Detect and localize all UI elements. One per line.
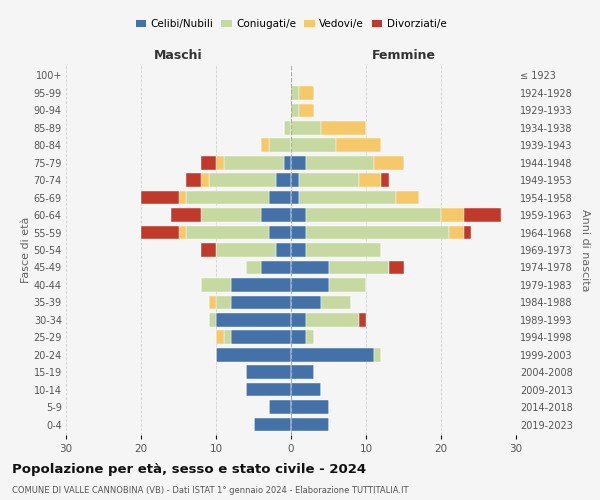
Bar xyxy=(291,313,306,326)
Bar xyxy=(246,383,291,396)
Bar xyxy=(306,313,359,326)
Bar xyxy=(441,208,464,222)
Bar xyxy=(209,296,216,309)
Bar xyxy=(276,243,291,257)
Bar xyxy=(269,226,291,239)
Bar xyxy=(299,104,314,117)
Bar xyxy=(231,296,291,309)
Text: Femmine: Femmine xyxy=(371,48,436,62)
Bar xyxy=(201,243,216,257)
Bar xyxy=(291,330,306,344)
Bar xyxy=(389,260,404,274)
Bar xyxy=(291,348,373,362)
Bar xyxy=(269,191,291,204)
Bar xyxy=(261,138,269,152)
Bar xyxy=(291,191,299,204)
Bar xyxy=(171,208,201,222)
Bar xyxy=(269,138,291,152)
Bar xyxy=(464,226,471,239)
Bar xyxy=(209,313,216,326)
Bar xyxy=(201,174,209,187)
Bar xyxy=(254,418,291,432)
Bar xyxy=(329,278,366,291)
Bar xyxy=(396,191,419,204)
Bar xyxy=(179,191,186,204)
Bar xyxy=(291,104,299,117)
Bar xyxy=(179,226,186,239)
Bar xyxy=(223,330,231,344)
Bar xyxy=(216,296,231,309)
Bar xyxy=(246,260,261,274)
Bar xyxy=(216,243,276,257)
Y-axis label: Anni di nascita: Anni di nascita xyxy=(580,209,590,291)
Text: Popolazione per età, sesso e stato civile - 2024: Popolazione per età, sesso e stato civil… xyxy=(12,462,366,475)
Bar xyxy=(306,226,449,239)
Bar xyxy=(291,296,321,309)
Bar xyxy=(291,156,306,170)
Text: Maschi: Maschi xyxy=(154,48,203,62)
Bar xyxy=(216,330,223,344)
Bar xyxy=(186,174,201,187)
Bar xyxy=(141,191,179,204)
Bar xyxy=(291,208,306,222)
Bar xyxy=(291,86,299,100)
Bar xyxy=(291,226,306,239)
Bar xyxy=(216,156,223,170)
Bar xyxy=(306,243,381,257)
Bar xyxy=(261,260,291,274)
Bar xyxy=(306,208,441,222)
Bar xyxy=(216,313,291,326)
Legend: Celibi/Nubili, Coniugati/e, Vedovi/e, Divorziati/e: Celibi/Nubili, Coniugati/e, Vedovi/e, Di… xyxy=(131,14,451,33)
Bar xyxy=(299,191,396,204)
Bar xyxy=(291,121,321,134)
Bar xyxy=(373,348,381,362)
Bar xyxy=(299,174,359,187)
Bar xyxy=(269,400,291,414)
Bar xyxy=(291,383,321,396)
Bar xyxy=(246,366,291,379)
Bar xyxy=(186,191,269,204)
Bar xyxy=(201,156,216,170)
Bar xyxy=(291,243,306,257)
Bar xyxy=(359,174,381,187)
Bar xyxy=(321,121,366,134)
Text: COMUNE DI VALLE CANNOBINA (VB) - Dati ISTAT 1° gennaio 2024 - Elaborazione TUTTI: COMUNE DI VALLE CANNOBINA (VB) - Dati IS… xyxy=(12,486,409,495)
Bar xyxy=(373,156,404,170)
Bar xyxy=(141,226,179,239)
Bar xyxy=(291,174,299,187)
Bar xyxy=(284,156,291,170)
Bar xyxy=(291,418,329,432)
Bar xyxy=(291,260,329,274)
Bar xyxy=(223,156,284,170)
Bar xyxy=(291,366,314,379)
Bar xyxy=(201,278,231,291)
Bar xyxy=(261,208,291,222)
Bar xyxy=(464,208,501,222)
Bar xyxy=(291,138,336,152)
Bar xyxy=(381,174,389,187)
Bar xyxy=(186,226,269,239)
Bar xyxy=(276,174,291,187)
Bar xyxy=(291,278,329,291)
Bar xyxy=(321,296,351,309)
Y-axis label: Fasce di età: Fasce di età xyxy=(20,217,31,283)
Bar xyxy=(216,348,291,362)
Bar xyxy=(284,121,291,134)
Bar xyxy=(359,313,366,326)
Bar xyxy=(201,208,261,222)
Bar xyxy=(291,400,329,414)
Bar xyxy=(329,260,389,274)
Bar xyxy=(336,138,381,152)
Bar xyxy=(231,330,291,344)
Bar xyxy=(299,86,314,100)
Bar xyxy=(449,226,464,239)
Bar xyxy=(209,174,276,187)
Bar xyxy=(306,330,314,344)
Bar xyxy=(231,278,291,291)
Bar xyxy=(306,156,373,170)
